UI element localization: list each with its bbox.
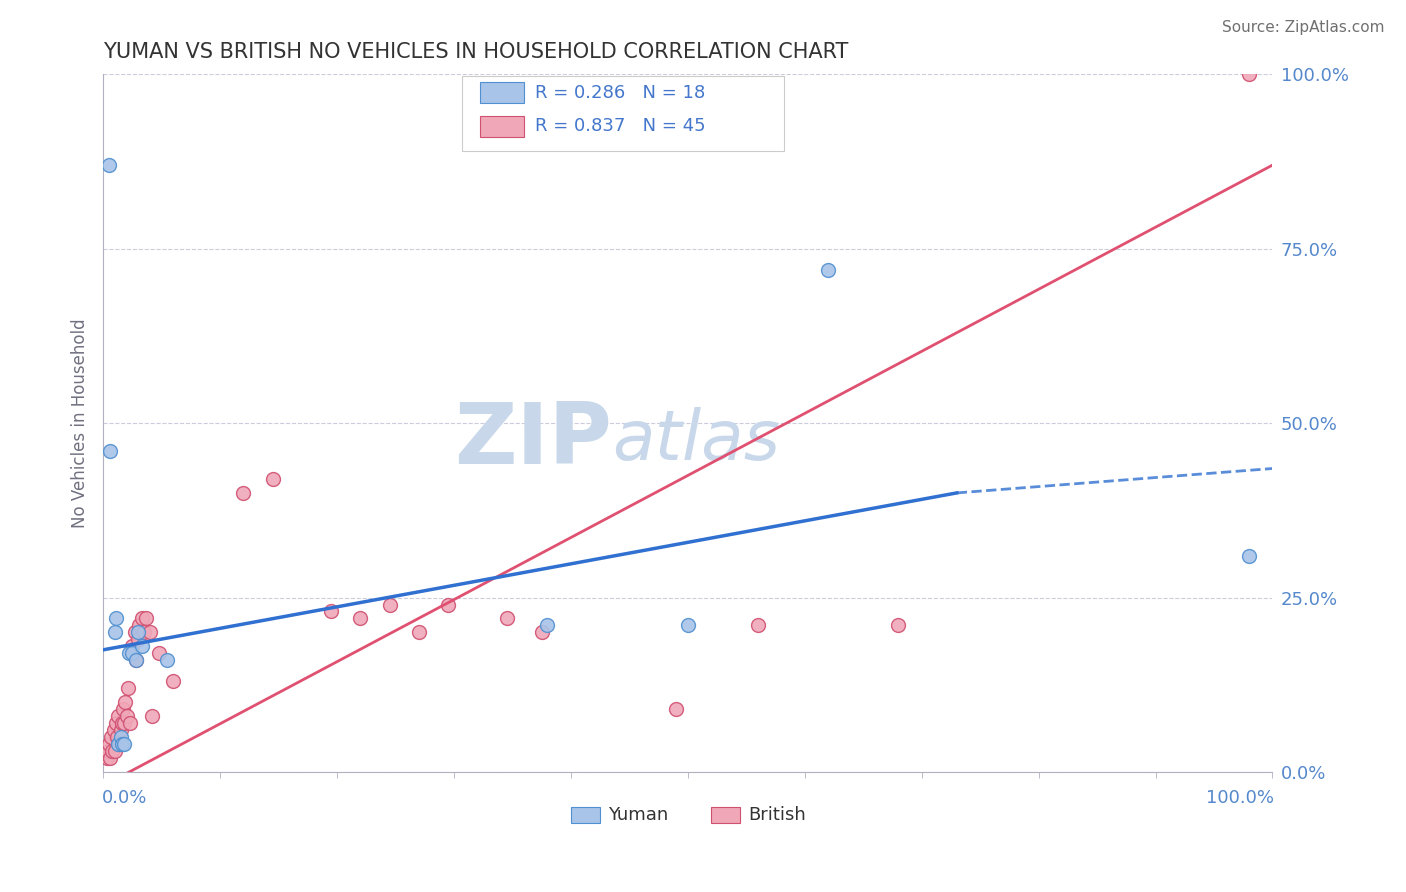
Point (125, 653, 148, 667)
Point (111, 716, 134, 731)
Point (101, 744, 124, 758)
Point (98, 751, 121, 765)
FancyBboxPatch shape (479, 116, 524, 136)
Point (104, 625, 127, 640)
Point (131, 640, 153, 654)
Point (378, 598, 401, 612)
Point (262, 472, 284, 486)
Point (124, 625, 146, 640)
Point (127, 625, 149, 640)
Point (437, 598, 460, 612)
Point (408, 625, 430, 640)
Y-axis label: No Vehicles in Household: No Vehicles in Household (72, 318, 89, 528)
Point (104, 611, 127, 625)
Point (232, 486, 254, 500)
Point (148, 646, 170, 660)
FancyBboxPatch shape (463, 76, 783, 151)
Point (349, 611, 371, 625)
Point (495, 611, 517, 625)
Point (121, 640, 143, 654)
Point (97, 744, 120, 758)
Point (110, 723, 132, 737)
Text: YUMAN VS BRITISH NO VEHICLES IN HOUSEHOLD CORRELATION CHART: YUMAN VS BRITISH NO VEHICLES IN HOUSEHOL… (103, 42, 848, 62)
Point (107, 709, 129, 723)
Point (676, 618, 699, 632)
Point (162, 674, 184, 689)
FancyBboxPatch shape (479, 82, 524, 103)
Point (887, 618, 910, 632)
Point (105, 730, 128, 744)
Point (817, 262, 839, 277)
Point (665, 702, 688, 716)
Point (1237, 67, 1260, 81)
Point (118, 716, 141, 731)
Point (107, 737, 129, 751)
Text: 0.0%: 0.0% (103, 789, 148, 807)
Point (115, 709, 138, 723)
Point (121, 646, 143, 660)
Point (112, 716, 135, 731)
Point (114, 695, 136, 709)
Point (96, 751, 118, 765)
Point (135, 611, 157, 625)
Text: ZIP: ZIP (454, 399, 612, 482)
Point (131, 611, 153, 625)
Point (117, 681, 139, 696)
Point (321, 605, 343, 619)
Point (112, 737, 135, 751)
Point (132, 625, 155, 640)
FancyBboxPatch shape (571, 807, 600, 822)
Text: atlas: atlas (612, 407, 780, 475)
Point (128, 618, 150, 632)
Text: 100.0%: 100.0% (1206, 789, 1274, 807)
Text: British: British (748, 806, 807, 824)
Point (104, 716, 127, 731)
Text: R = 0.837   N = 45: R = 0.837 N = 45 (534, 117, 706, 135)
Point (98, 158, 121, 172)
Point (110, 730, 132, 744)
Point (747, 618, 769, 632)
FancyBboxPatch shape (711, 807, 741, 822)
Point (1237, 549, 1260, 563)
Point (139, 625, 162, 640)
Point (118, 646, 141, 660)
Point (103, 723, 125, 737)
Point (111, 702, 134, 716)
Point (108, 737, 131, 751)
Point (98, 737, 121, 751)
Point (111, 737, 134, 751)
Point (98, 444, 121, 458)
Point (156, 653, 179, 667)
Point (530, 625, 553, 640)
Text: Source: ZipAtlas.com: Source: ZipAtlas.com (1222, 20, 1385, 35)
Point (100, 730, 122, 744)
Text: R = 0.286   N = 18: R = 0.286 N = 18 (534, 84, 704, 102)
Point (104, 744, 127, 758)
Point (536, 618, 558, 632)
Point (125, 653, 148, 667)
Point (141, 709, 163, 723)
Point (127, 632, 149, 647)
Text: Yuman: Yuman (609, 806, 668, 824)
